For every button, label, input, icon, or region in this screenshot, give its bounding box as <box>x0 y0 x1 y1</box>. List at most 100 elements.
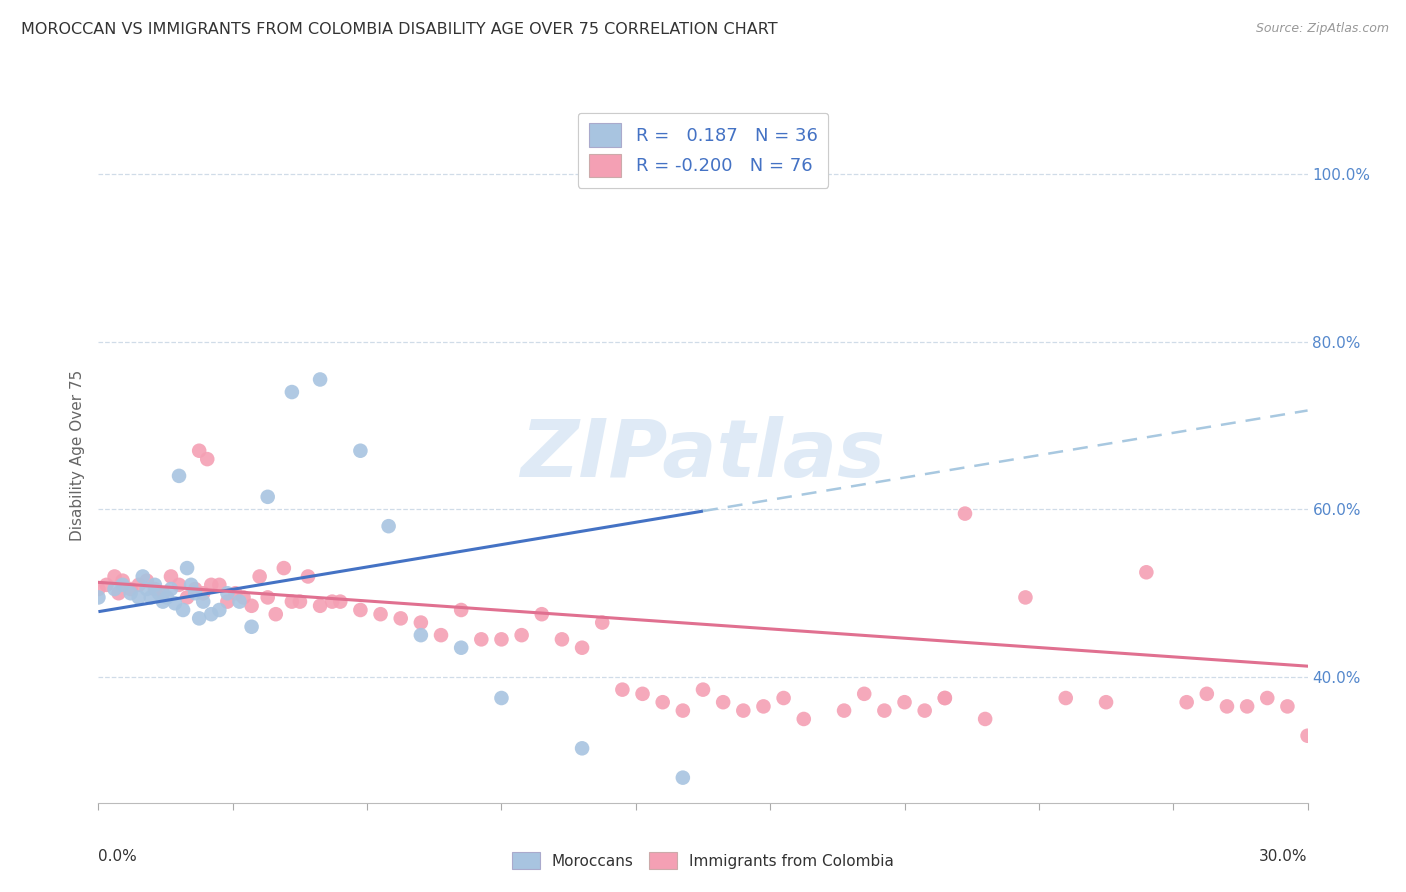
Point <box>188 611 211 625</box>
Point <box>631 687 654 701</box>
Point <box>256 490 278 504</box>
Point <box>309 599 332 613</box>
Point <box>692 682 714 697</box>
Point <box>232 591 254 605</box>
Point <box>217 594 239 608</box>
Point <box>974 712 997 726</box>
Point <box>430 628 453 642</box>
Text: ZIPatlas: ZIPatlas <box>520 416 886 494</box>
Text: 30.0%: 30.0% <box>1260 849 1308 864</box>
Point <box>87 582 110 596</box>
Point <box>1054 691 1077 706</box>
Point <box>470 632 492 647</box>
Point <box>1256 691 1278 706</box>
Point <box>111 578 134 592</box>
Point <box>217 586 239 600</box>
Point <box>224 586 246 600</box>
Point <box>510 628 533 642</box>
Point <box>128 591 150 605</box>
Point <box>321 594 343 608</box>
Point <box>200 607 222 622</box>
Point <box>953 507 976 521</box>
Point <box>103 569 125 583</box>
Point <box>160 569 183 583</box>
Point <box>329 594 352 608</box>
Point <box>240 599 263 613</box>
Point <box>152 586 174 600</box>
Point <box>1277 699 1299 714</box>
Point <box>1296 729 1319 743</box>
Point <box>591 615 613 630</box>
Point <box>281 594 304 608</box>
Point <box>156 591 179 605</box>
Point <box>160 582 183 596</box>
Point <box>148 586 170 600</box>
Point <box>264 607 287 622</box>
Point <box>208 603 231 617</box>
Point <box>672 771 695 785</box>
Legend: R =   0.187   N = 36, R = -0.200   N = 76: R = 0.187 N = 36, R = -0.200 N = 76 <box>578 112 828 188</box>
Point <box>389 611 412 625</box>
Point <box>370 607 392 622</box>
Point <box>873 704 896 718</box>
Point <box>193 586 215 600</box>
Point <box>188 443 211 458</box>
Point <box>228 594 250 608</box>
Point <box>200 578 222 592</box>
Point <box>612 682 634 697</box>
Point <box>450 640 472 655</box>
Point <box>772 691 794 706</box>
Legend: Moroccans, Immigrants from Colombia: Moroccans, Immigrants from Colombia <box>506 846 900 875</box>
Point <box>135 582 157 596</box>
Point <box>309 372 332 386</box>
Point <box>571 640 593 655</box>
Text: MOROCCAN VS IMMIGRANTS FROM COLOMBIA DISABILITY AGE OVER 75 CORRELATION CHART: MOROCCAN VS IMMIGRANTS FROM COLOMBIA DIS… <box>21 22 778 37</box>
Point <box>143 578 166 592</box>
Point <box>409 628 432 642</box>
Point <box>120 582 142 596</box>
Point <box>172 603 194 617</box>
Point <box>193 594 215 608</box>
Point <box>752 699 775 714</box>
Point <box>1175 695 1198 709</box>
Point <box>240 620 263 634</box>
Y-axis label: Disability Age Over 75: Disability Age Over 75 <box>69 369 84 541</box>
Point <box>256 591 278 605</box>
Point <box>793 712 815 726</box>
Point <box>914 704 936 718</box>
Point <box>87 591 110 605</box>
Point <box>733 704 755 718</box>
Point <box>711 695 734 709</box>
Point <box>377 519 399 533</box>
Text: Source: ZipAtlas.com: Source: ZipAtlas.com <box>1256 22 1389 36</box>
Point <box>103 582 125 596</box>
Point <box>832 704 855 718</box>
Point <box>934 691 956 706</box>
Point <box>128 578 150 592</box>
Point <box>551 632 574 647</box>
Point <box>672 704 695 718</box>
Point <box>135 574 157 588</box>
Point <box>530 607 553 622</box>
Point <box>111 574 134 588</box>
Point <box>176 561 198 575</box>
Point <box>273 561 295 575</box>
Point <box>184 582 207 596</box>
Point <box>297 569 319 583</box>
Point <box>176 591 198 605</box>
Point <box>1014 591 1036 605</box>
Point <box>1135 566 1157 580</box>
Point <box>107 586 129 600</box>
Point <box>281 385 304 400</box>
Point <box>491 632 513 647</box>
Point <box>1095 695 1118 709</box>
Point <box>491 691 513 706</box>
Point <box>208 578 231 592</box>
Point <box>96 578 118 592</box>
Point <box>349 443 371 458</box>
Point <box>853 687 876 701</box>
Point <box>152 594 174 608</box>
Point <box>409 615 432 630</box>
Point <box>167 468 190 483</box>
Point <box>1236 699 1258 714</box>
